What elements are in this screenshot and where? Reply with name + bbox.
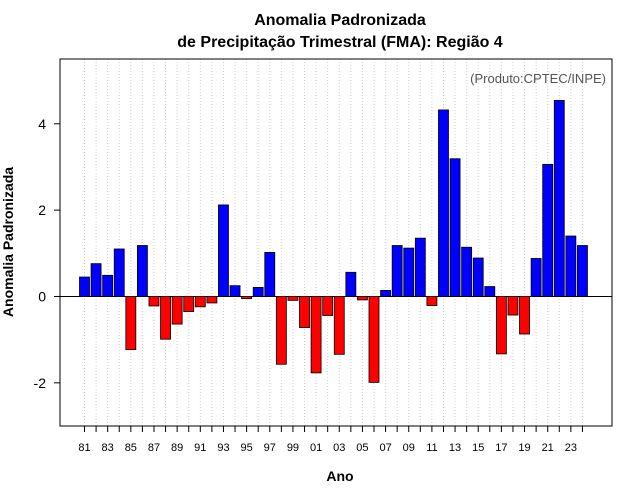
bar-01 [310,296,322,374]
y-tick-label: 2 [38,202,46,218]
bar-11 [426,296,438,306]
y-axis-title: Anomalia Padronizada [0,167,16,317]
y-tick-label: -2 [34,375,47,391]
x-tick-label: 93 [217,442,229,454]
x-tick-label: 05 [356,442,368,454]
bar-23 [565,235,577,297]
x-tick-label: 83 [102,442,114,454]
bar-91 [194,296,206,308]
x-axis: 81 83 85 87 89 91 93 95 97 99 01 03 05 07 09 11 13 15 17 19… [78,426,583,454]
bar-99 [287,296,299,301]
chart-title-line2: de Precipitação Trimestral (FMA): Região… [177,34,503,51]
x-tick-label: 21 [542,442,554,454]
y-tick-label: 4 [38,116,46,132]
bar-19 [519,296,530,335]
chart-title-line1: Anomalia Padronizada [254,12,426,29]
x-tick-label: 95 [240,442,252,454]
bar-14 [461,246,473,297]
bar-98 [275,296,287,365]
x-tick-label: 09 [403,442,415,454]
bar-22 [553,100,565,297]
bar-93 [218,204,229,297]
bar-81 [79,276,90,297]
x-tick-label: 91 [194,442,206,454]
bar-83 [102,274,114,297]
bar-86 [136,245,148,297]
bar-12 [438,109,449,297]
x-axis-title: Ano [326,468,353,484]
x-tick-label: 97 [264,442,276,454]
vertical-grid [84,59,583,426]
bar-94 [229,285,241,297]
bar-90 [183,296,195,312]
bar-00 [299,296,310,328]
bars [79,100,588,383]
bar-21 [542,163,554,297]
x-tick-label: 85 [125,442,137,454]
bar-06 [368,296,380,383]
bar-08 [391,245,403,297]
x-tick-label: 81 [78,442,90,454]
bar-84 [113,248,125,297]
y-axis: -2 0 2 4 [34,116,60,391]
bar-13 [449,158,461,297]
x-tick-label: 07 [379,442,391,454]
bar-10 [414,237,426,297]
x-tick-label: 23 [565,442,577,454]
bar-24 [577,245,588,297]
bar-18 [507,296,519,316]
bar-92 [206,296,218,304]
bar-09 [403,247,415,297]
bar-05 [357,296,368,301]
x-tick-label: 15 [472,442,484,454]
bar-16 [484,286,496,297]
bar-88 [160,296,171,340]
x-tick-label: 99 [287,442,299,454]
bar-89 [171,296,183,325]
bar-20 [530,258,542,297]
plot-frame [59,58,613,427]
y-tick-label: 0 [38,288,46,304]
bar-87 [148,296,160,307]
bar-17 [495,296,507,355]
x-tick-label: 89 [171,442,183,454]
bar-02 [322,296,334,316]
bar-82 [90,263,102,297]
x-tick-label: 13 [449,442,461,454]
bar-96 [252,286,264,297]
x-tick-label: 01 [310,442,322,454]
x-tick-label: 17 [495,442,507,454]
bar-03 [333,296,345,355]
bar-04 [345,271,357,297]
x-tick-label: 03 [333,442,345,454]
x-tick-label: 19 [518,442,530,454]
credit-label: (Produto:CPTEC/INPE) [470,71,606,86]
x-tick-label: 11 [426,442,437,454]
bar-95 [241,296,253,300]
bar-15 [472,257,484,297]
x-tick-label: 87 [148,442,160,454]
bar-85 [125,296,137,350]
bar-97 [264,252,276,297]
bar-07 [380,290,391,297]
